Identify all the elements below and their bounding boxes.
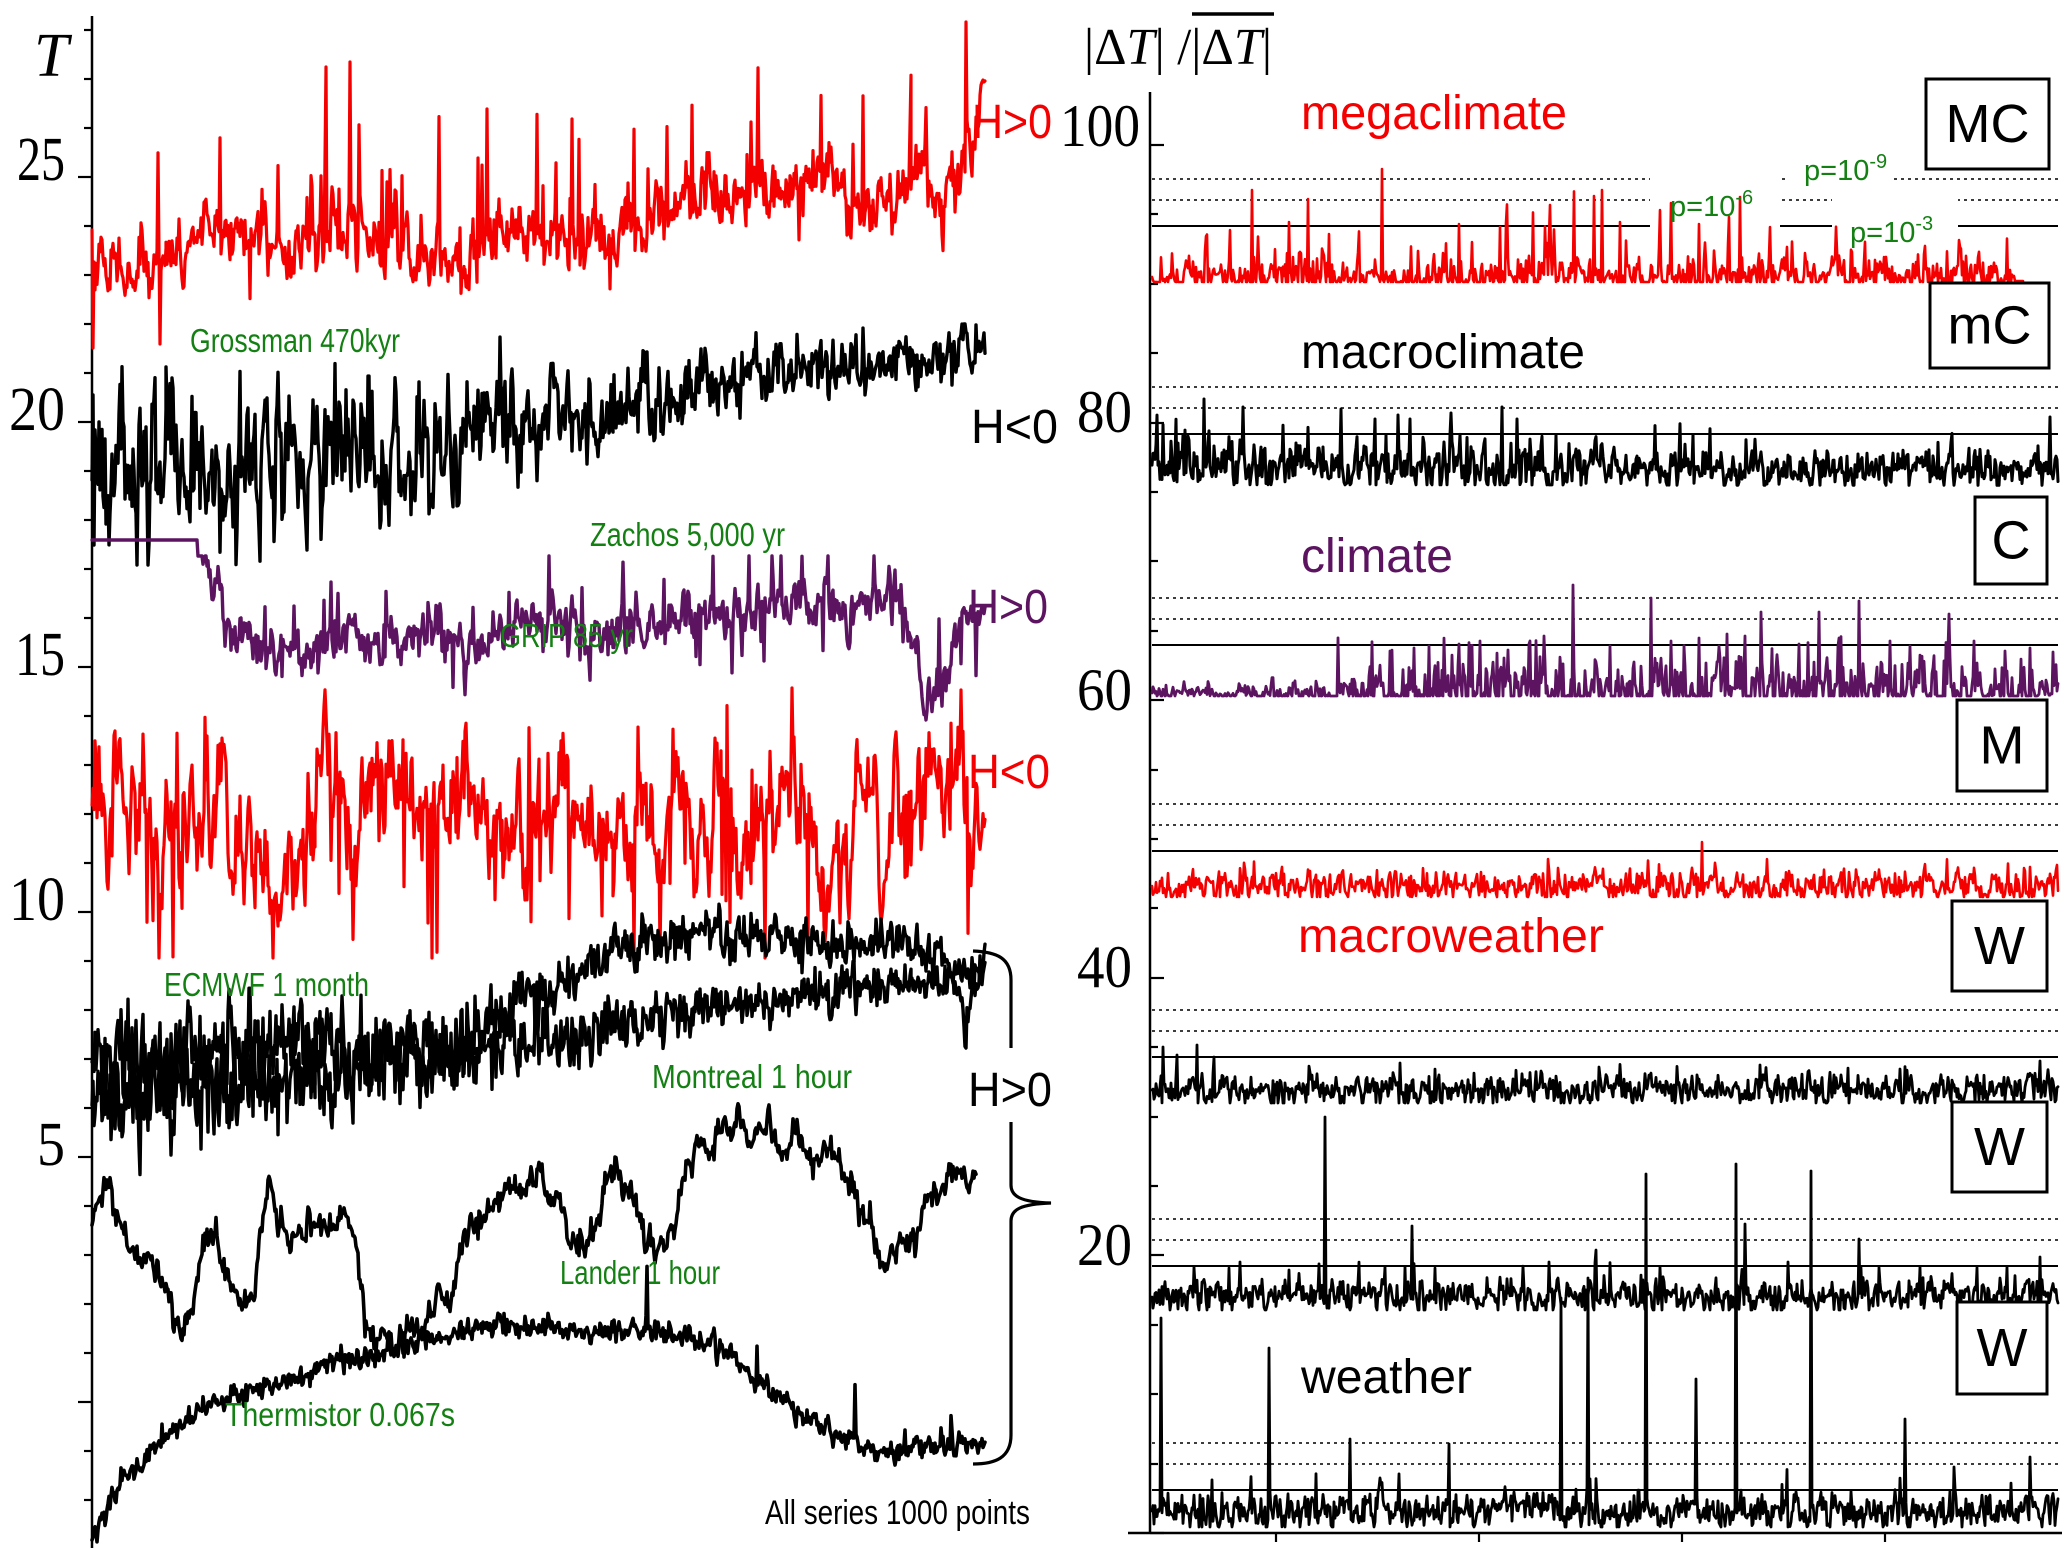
svg-text:Grossman 470kyr: Grossman 470kyr xyxy=(190,322,400,359)
svg-text:H<0: H<0 xyxy=(971,401,1058,454)
svg-text:H>0: H>0 xyxy=(968,1064,1052,1117)
svg-text:H>0: H>0 xyxy=(968,581,1048,634)
svg-text:GRIP 85 yr: GRIP 85 yr xyxy=(500,617,633,654)
svg-text:H<0: H<0 xyxy=(968,746,1050,799)
svg-text:W: W xyxy=(1977,1318,2028,1378)
svg-text:W: W xyxy=(1974,1117,2025,1177)
svg-text:M: M xyxy=(1980,716,2025,776)
svg-text:macroweather: macroweather xyxy=(1298,910,1604,963)
svg-text:C: C xyxy=(1992,511,2031,571)
svg-text:mC: mC xyxy=(1948,296,2032,356)
svg-text:climate: climate xyxy=(1301,530,1453,583)
svg-text:|ΔT| /|ΔT|: |ΔT| /|ΔT| xyxy=(1084,19,1272,76)
svg-text:15: 15 xyxy=(15,621,65,689)
svg-text:All series 1000 points: All series 1000 points xyxy=(765,1494,1030,1532)
svg-text:MC: MC xyxy=(1946,94,2030,154)
svg-text:40: 40 xyxy=(1077,934,1132,1000)
svg-text:Lander 1 hour: Lander 1 hour xyxy=(560,1254,720,1291)
svg-text:Montreal 1 hour: Montreal 1 hour xyxy=(652,1058,852,1095)
svg-text:Zachos 5,000 yr: Zachos 5,000 yr xyxy=(590,516,785,553)
svg-text:macroclimate: macroclimate xyxy=(1301,326,1585,379)
svg-text:T: T xyxy=(34,22,73,90)
svg-text:10: 10 xyxy=(9,866,65,934)
svg-text:5: 5 xyxy=(37,1111,65,1179)
svg-text:ECMWF 1 month: ECMWF 1 month xyxy=(164,966,369,1003)
svg-text:H>0: H>0 xyxy=(972,96,1052,149)
svg-text:20: 20 xyxy=(9,376,65,444)
svg-text:megaclimate: megaclimate xyxy=(1301,87,1567,140)
svg-text:weather: weather xyxy=(1300,1351,1472,1404)
svg-text:p=10-6: p=10-6 xyxy=(1670,187,1753,223)
svg-text:Thermistor 0.067s: Thermistor 0.067s xyxy=(225,1396,455,1433)
svg-text:100: 100 xyxy=(1060,93,1140,159)
svg-text:20: 20 xyxy=(1077,1212,1132,1278)
svg-text:25: 25 xyxy=(17,126,65,194)
svg-text:80: 80 xyxy=(1077,379,1132,445)
svg-text:60: 60 xyxy=(1077,657,1132,723)
svg-text:W: W xyxy=(1974,916,2025,976)
